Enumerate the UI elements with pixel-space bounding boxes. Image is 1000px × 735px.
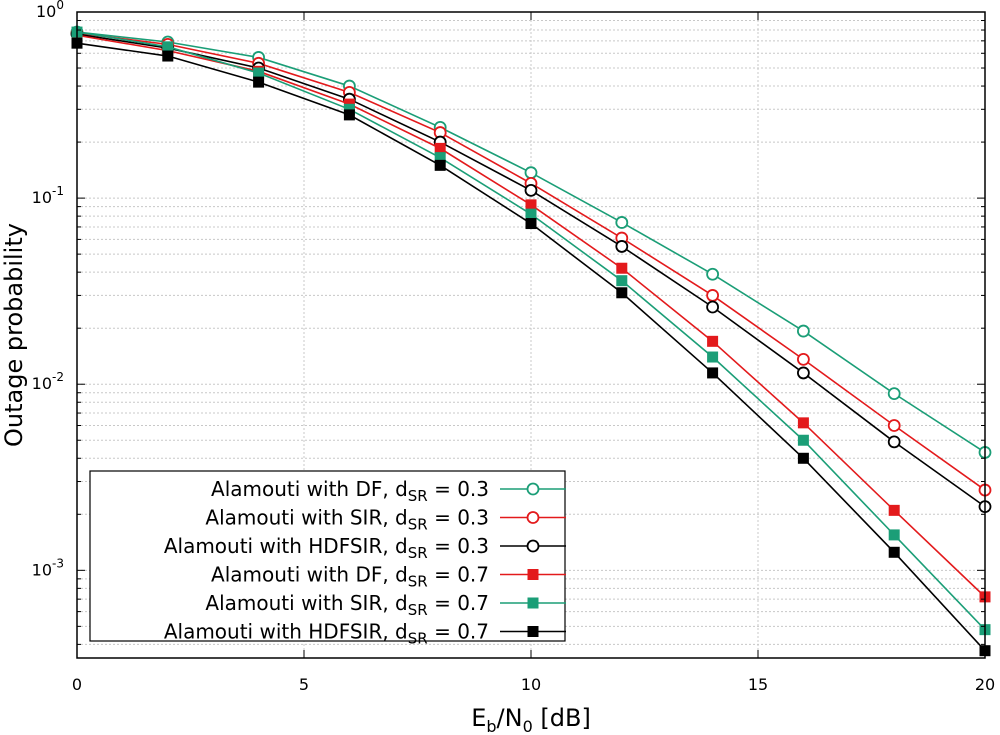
data-point: [706, 300, 719, 314]
data-point: [887, 419, 901, 432]
data-point: [797, 452, 809, 464]
data-point: [797, 417, 809, 429]
legend-label: Alamouti with DF, dSR = 0.3: [211, 477, 489, 505]
data-point: [797, 434, 809, 446]
data-point: [797, 352, 810, 366]
data-point: [434, 152, 446, 164]
data-point: [616, 262, 628, 274]
data-point: [888, 529, 900, 541]
y-tick-label: 10-1: [32, 184, 64, 207]
y-tick-label: 100: [36, 0, 64, 21]
data-point: [524, 184, 538, 197]
legend-entry-2: Alamouti with SIR, dSR = 0.3: [205, 506, 566, 534]
legend-label: Alamouti with DF, dSR = 0.7: [211, 563, 489, 591]
data-point: [616, 287, 628, 299]
grid: [77, 12, 985, 658]
data-point: [706, 289, 719, 302]
data-point: [525, 199, 537, 211]
legend-label: Alamouti with HDFSIR, dSR = 0.3: [164, 534, 489, 562]
ticks: 0 5 10 15 20 100 10-1 10-2 10-3: [32, 0, 996, 694]
x-tick-label: 20: [975, 675, 995, 694]
legend-entry-5: Alamouti with SIR, dSR = 0.7: [205, 591, 566, 619]
legend-marker: [526, 511, 540, 524]
legend-label: Alamouti with SIR, dSR = 0.7: [205, 591, 489, 619]
legend-marker: [527, 597, 539, 609]
data-point: [525, 208, 537, 220]
data-point: [615, 216, 629, 229]
data-point: [524, 166, 538, 180]
legend-label: Alamouti with HDFSIR, dSR = 0.7: [164, 620, 489, 648]
legend-entry-4: Alamouti with DF, dSR = 0.7: [211, 563, 566, 591]
legend-entry-6: Alamouti with HDFSIR, dSR = 0.7: [164, 620, 566, 648]
data-point: [707, 335, 719, 347]
y-tick-label: 10-3: [32, 556, 64, 579]
data-point: [434, 142, 446, 154]
legend-marker: [526, 482, 540, 496]
x-tick-label: 10: [521, 675, 541, 694]
data-point: [162, 41, 174, 53]
data-point: [343, 103, 355, 115]
data-point: [797, 324, 810, 338]
data-point: [162, 50, 174, 62]
data-point: [615, 240, 629, 253]
legend-entry-3: Alamouti with HDFSIR, dSR = 0.3: [164, 534, 566, 562]
x-axis-title: Eb/N0 [dB]: [471, 704, 591, 735]
legend-box: [89, 470, 566, 642]
data-point: [888, 504, 900, 516]
data-point: [253, 67, 265, 79]
data-point: [706, 267, 719, 281]
data-point: [707, 367, 719, 379]
data-point: [253, 76, 265, 88]
legend-entry-1: Alamouti with DF, dSR = 0.3: [211, 477, 566, 505]
legend-label: Alamouti with SIR, dSR = 0.3: [205, 506, 489, 534]
legend-marker: [526, 539, 540, 553]
data-point: [887, 387, 901, 401]
data-point: [707, 351, 719, 363]
data-point: [797, 366, 810, 380]
data-point: [434, 159, 446, 171]
x-tick-label: 5: [299, 675, 309, 694]
legend-marker: [527, 626, 539, 637]
legend-marker: [527, 569, 539, 580]
data-point: [887, 435, 901, 449]
data-point: [343, 109, 355, 121]
x-tick-label: 0: [72, 675, 82, 694]
y-tick-label: 10-2: [32, 370, 64, 393]
x-tick-label: 15: [748, 675, 768, 694]
y-axis-title: Outage probability: [0, 223, 28, 447]
data-point: [616, 275, 628, 287]
data-point: [525, 218, 537, 230]
data-point: [888, 546, 900, 558]
